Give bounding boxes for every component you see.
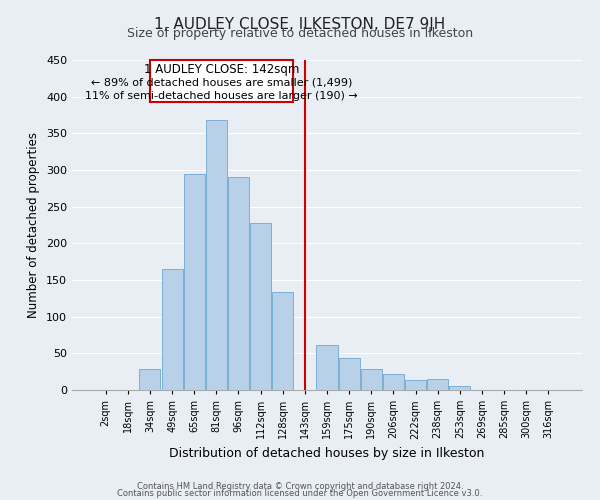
Text: 1, AUDLEY CLOSE, ILKESTON, DE7 9JH: 1, AUDLEY CLOSE, ILKESTON, DE7 9JH [154,18,446,32]
Bar [361,370,382,390]
Text: 11% of semi-detached houses are larger (190) →: 11% of semi-detached houses are larger (… [85,91,358,101]
Y-axis label: Number of detached properties: Number of detached properties [28,132,40,318]
FancyBboxPatch shape [150,60,293,102]
Text: Contains public sector information licensed under the Open Government Licence v3: Contains public sector information licen… [118,489,482,498]
Bar [338,358,359,390]
Text: ← 89% of detached houses are smaller (1,499): ← 89% of detached houses are smaller (1,… [91,78,352,88]
Bar [206,120,227,390]
Bar [383,374,404,390]
Bar [316,344,338,390]
Bar [184,174,205,390]
Text: Contains HM Land Registry data © Crown copyright and database right 2024.: Contains HM Land Registry data © Crown c… [137,482,463,491]
Text: 1 AUDLEY CLOSE: 142sqm: 1 AUDLEY CLOSE: 142sqm [144,63,299,76]
Text: Size of property relative to detached houses in Ilkeston: Size of property relative to detached ho… [127,28,473,40]
Bar [405,380,426,390]
Bar [161,269,182,390]
Bar [250,223,271,390]
Bar [228,178,249,390]
Bar [272,292,293,390]
X-axis label: Distribution of detached houses by size in Ilkeston: Distribution of detached houses by size … [169,447,485,460]
Bar [139,370,160,390]
Bar [449,386,470,390]
Bar [427,379,448,390]
